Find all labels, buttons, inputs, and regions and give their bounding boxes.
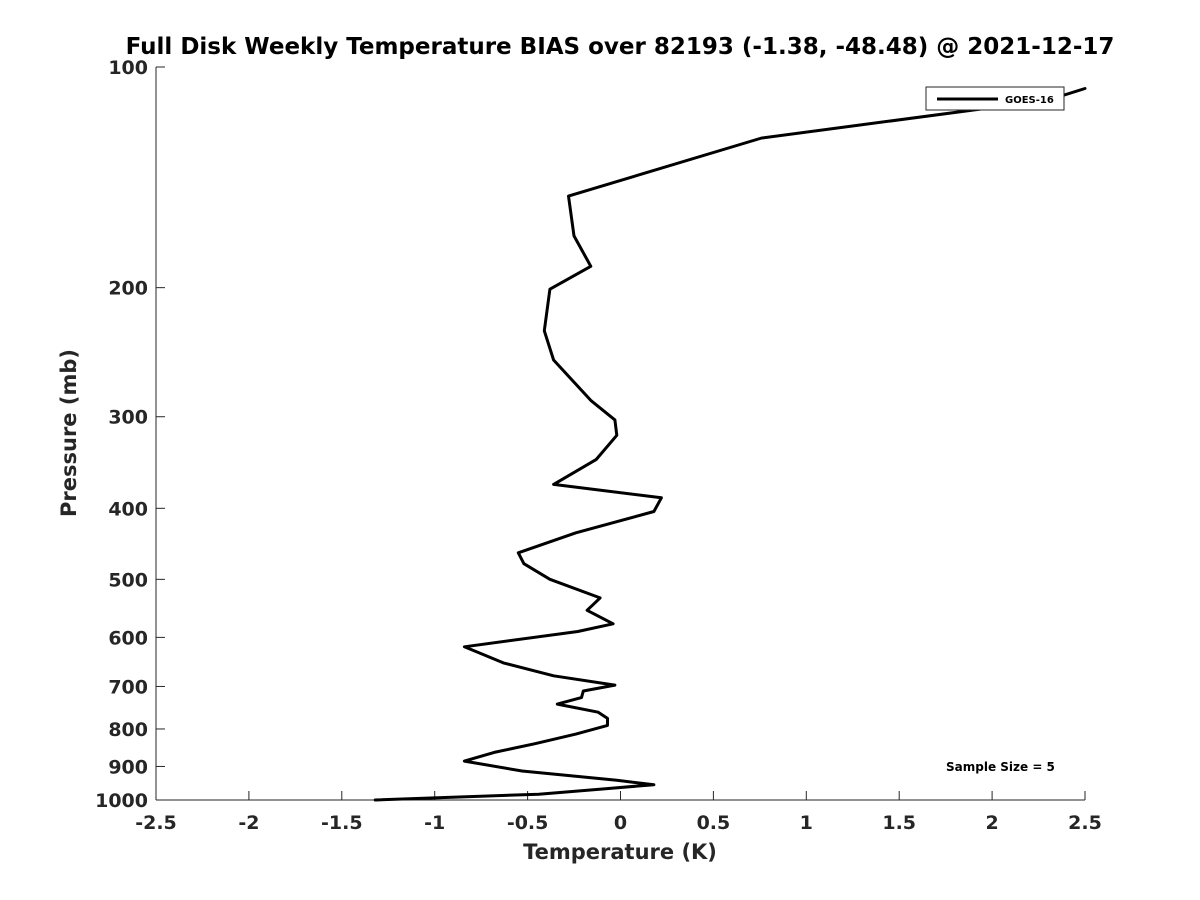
legend: GOES-16 bbox=[925, 86, 1065, 111]
y-tick-label: 200 bbox=[108, 278, 148, 300]
x-tick-label: 1.5 bbox=[882, 812, 916, 834]
y-tick-label: 300 bbox=[108, 407, 148, 429]
x-tick-label: -2.5 bbox=[135, 812, 177, 834]
x-tick-label: 2 bbox=[985, 812, 998, 834]
y-tick-label: 800 bbox=[108, 719, 148, 741]
y-tick-label: 900 bbox=[108, 756, 148, 778]
plot-area bbox=[156, 67, 1085, 800]
x-tick-label: 1 bbox=[800, 812, 813, 834]
x-tick-label: 0.5 bbox=[697, 812, 731, 834]
x-axis-ticks: -2.5 -2 -1.5 -1 -0.5 0 0.5 1 1.5 2 2.5 bbox=[135, 791, 1102, 834]
x-tick-label: 2.5 bbox=[1068, 812, 1102, 834]
y-tick-label: 1000 bbox=[95, 790, 148, 812]
legend-label-goes-16: GOES-16 bbox=[1005, 95, 1054, 106]
y-tick-label: 600 bbox=[108, 627, 148, 649]
sample-size-annotation: Sample Size = 5 bbox=[946, 760, 1055, 774]
x-tick-label: 0 bbox=[614, 812, 627, 834]
y-axis-ticks: 100 200 300 400 500 600 700 800 900 1000 bbox=[95, 57, 165, 812]
x-tick-label: -1.5 bbox=[321, 812, 363, 834]
x-tick-label: -1 bbox=[424, 812, 445, 834]
x-tick-label: -0.5 bbox=[507, 812, 549, 834]
chart-title: Full Disk Weekly Temperature BIAS over 8… bbox=[126, 34, 1115, 60]
y-tick-label: 500 bbox=[108, 569, 148, 591]
y-tick-label: 400 bbox=[108, 498, 148, 520]
series-line-goes-16 bbox=[373, 87, 1087, 802]
y-tick-label: 700 bbox=[108, 676, 148, 698]
y-tick-label: 100 bbox=[108, 57, 148, 79]
y-axis-label: Pressure (mb) bbox=[57, 349, 81, 517]
x-axis-label: Temperature (K) bbox=[523, 840, 717, 864]
x-tick-label: -2 bbox=[238, 812, 259, 834]
